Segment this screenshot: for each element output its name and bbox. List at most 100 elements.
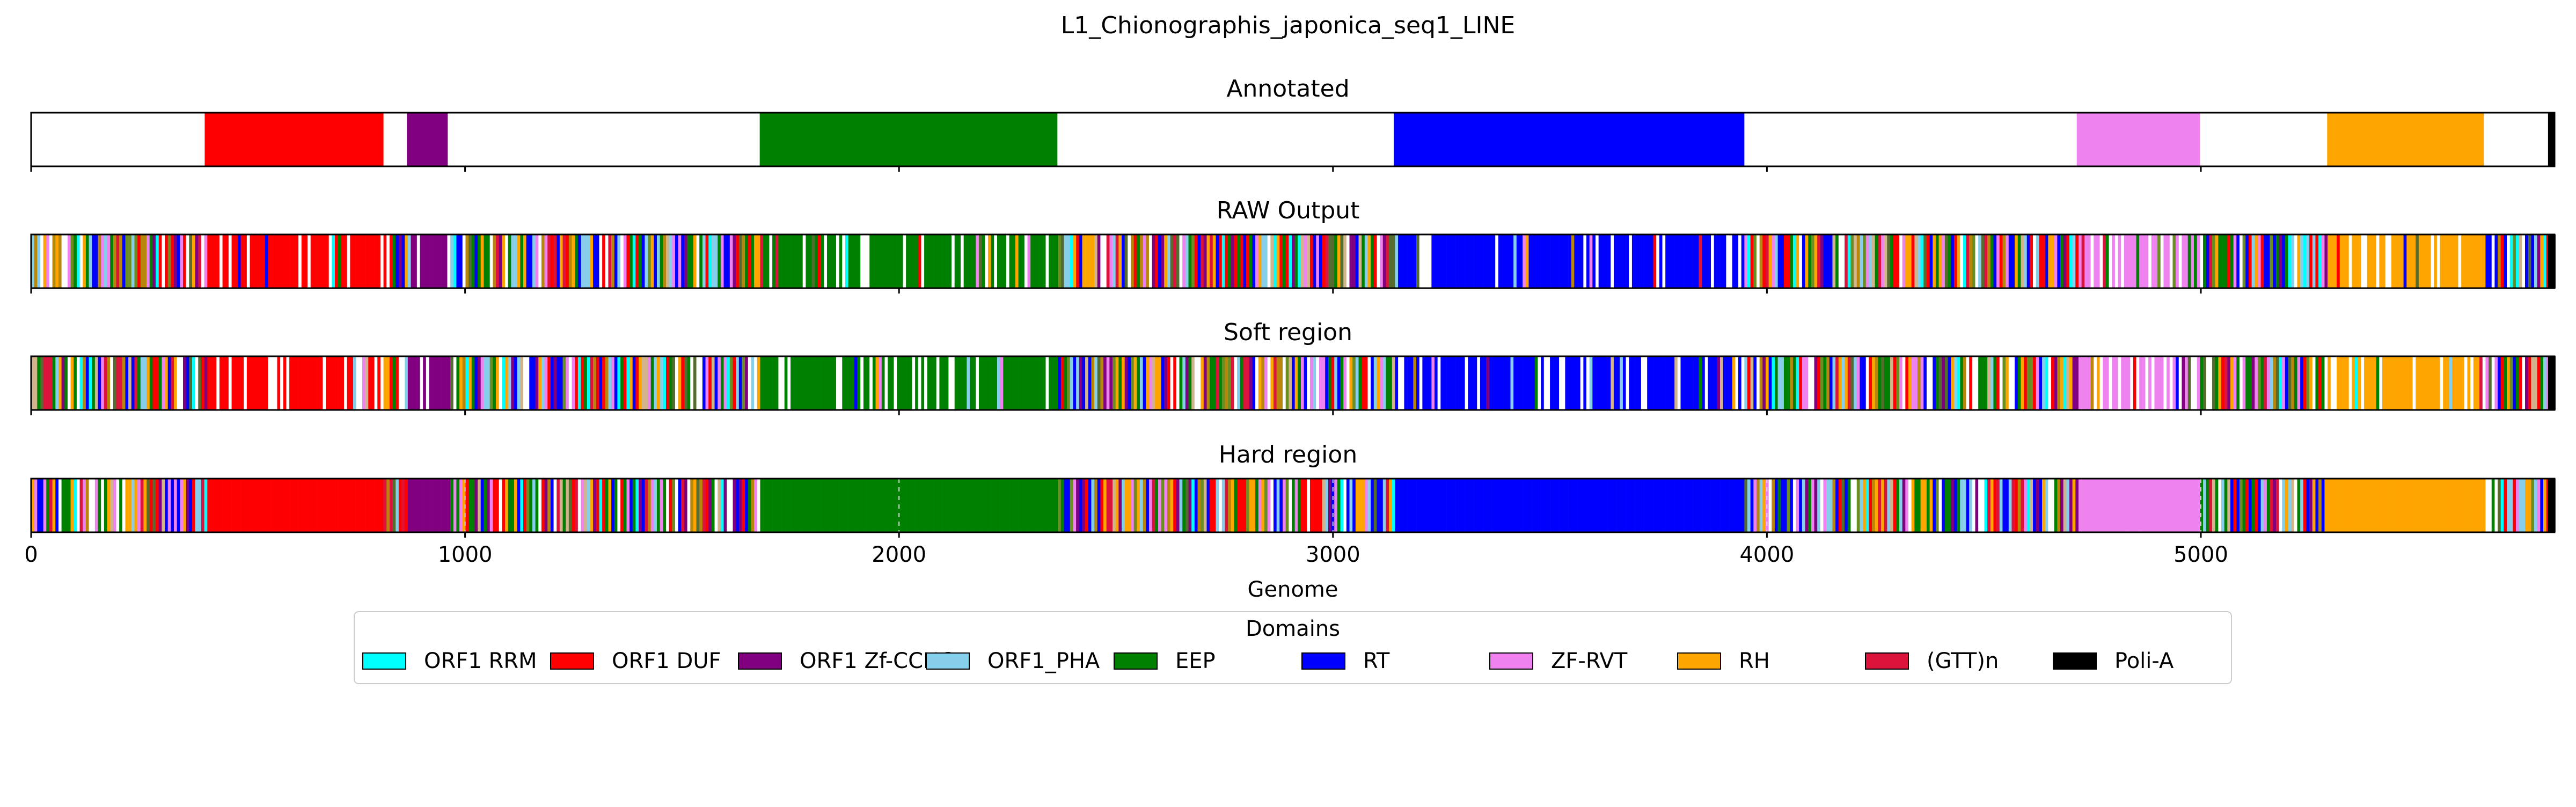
stripe xyxy=(1714,234,1717,288)
stripe xyxy=(216,234,220,288)
stripe xyxy=(122,479,126,532)
stripe xyxy=(122,234,126,288)
stripe xyxy=(702,356,706,410)
stripe xyxy=(2197,356,2200,410)
stripe xyxy=(496,356,499,410)
stripe xyxy=(1638,234,1642,288)
stripe xyxy=(1176,356,1180,410)
stripe xyxy=(344,356,347,410)
stripe xyxy=(2087,356,2091,410)
stripe xyxy=(751,479,755,532)
stripe xyxy=(775,234,779,288)
stripe xyxy=(195,356,199,410)
stripe xyxy=(875,479,879,532)
stripe xyxy=(1732,479,1736,532)
stripe xyxy=(64,356,68,410)
stripe xyxy=(253,234,257,288)
stripe xyxy=(1146,479,1150,532)
stripe xyxy=(2385,356,2389,410)
stripe xyxy=(246,356,250,410)
stripe xyxy=(1501,234,1505,288)
stripe xyxy=(1899,234,1902,288)
stripe xyxy=(2522,479,2526,532)
stripe xyxy=(866,234,870,288)
stripe xyxy=(672,356,676,410)
stripe xyxy=(158,356,162,410)
stripe xyxy=(2094,234,2097,288)
stripe xyxy=(1128,479,1131,532)
stripe xyxy=(830,479,833,532)
stripe xyxy=(1304,234,1307,288)
stripe xyxy=(1067,234,1071,288)
stripe xyxy=(1865,356,1869,410)
stripe xyxy=(1185,356,1189,410)
stripe xyxy=(869,234,873,288)
stripe xyxy=(107,479,111,532)
stripe xyxy=(1042,356,1046,410)
stripe xyxy=(866,479,870,532)
stripe xyxy=(1948,356,1951,410)
stripe xyxy=(2333,479,2337,532)
stripe xyxy=(529,234,533,288)
stripe xyxy=(903,234,906,288)
x-tick-label: 5000 xyxy=(2174,542,2228,567)
stripe xyxy=(2048,479,2052,532)
stripe xyxy=(1938,356,1942,410)
stripe xyxy=(74,479,77,532)
stripe xyxy=(2358,479,2361,532)
stripe xyxy=(137,479,141,532)
stripe xyxy=(502,356,506,410)
stripe xyxy=(2236,479,2240,532)
stripe xyxy=(663,479,667,532)
stripe xyxy=(52,234,56,288)
stripe xyxy=(253,356,257,410)
stripe xyxy=(2212,356,2215,410)
stripe xyxy=(2534,234,2537,288)
stripe xyxy=(1559,479,1563,532)
stripe xyxy=(842,234,846,288)
stripe xyxy=(2309,234,2313,288)
stripe xyxy=(1538,479,1541,532)
stripe xyxy=(192,234,195,288)
stripe xyxy=(1109,356,1113,410)
stripe xyxy=(1616,356,1620,410)
stripe xyxy=(195,234,199,288)
stripe xyxy=(1541,234,1545,288)
stripe xyxy=(727,356,730,410)
stripe xyxy=(572,234,575,288)
stripe xyxy=(2452,356,2456,410)
stripe xyxy=(839,356,843,410)
stripe xyxy=(1814,479,1818,532)
stripe xyxy=(1489,356,1492,410)
stripe xyxy=(2522,234,2526,288)
stripe xyxy=(991,479,994,532)
stripe xyxy=(2008,356,2012,410)
stripe xyxy=(1829,479,1833,532)
stripe xyxy=(811,356,815,410)
stripe xyxy=(2006,234,2009,288)
stripe xyxy=(1933,479,1936,532)
stripe xyxy=(985,356,989,410)
stripe xyxy=(1553,356,1556,410)
stripe xyxy=(729,356,733,410)
stripe xyxy=(2528,356,2531,410)
stripe xyxy=(751,356,755,410)
stripe xyxy=(1574,356,1578,410)
stripe xyxy=(1170,234,1174,288)
stripe xyxy=(2257,356,2261,410)
stripe xyxy=(2039,356,2043,410)
stripe xyxy=(326,356,329,410)
stripe xyxy=(1589,234,1593,288)
stripe xyxy=(1726,356,1730,410)
stripe xyxy=(562,234,566,288)
stripe xyxy=(1088,356,1092,410)
stripe xyxy=(326,479,329,532)
stripe xyxy=(1352,356,1356,410)
stripe xyxy=(504,234,508,288)
stripe xyxy=(2543,479,2546,532)
stripe xyxy=(89,356,92,410)
stripe xyxy=(1015,479,1019,532)
stripe xyxy=(802,234,806,288)
stripe xyxy=(268,234,272,288)
stripe xyxy=(210,356,214,410)
